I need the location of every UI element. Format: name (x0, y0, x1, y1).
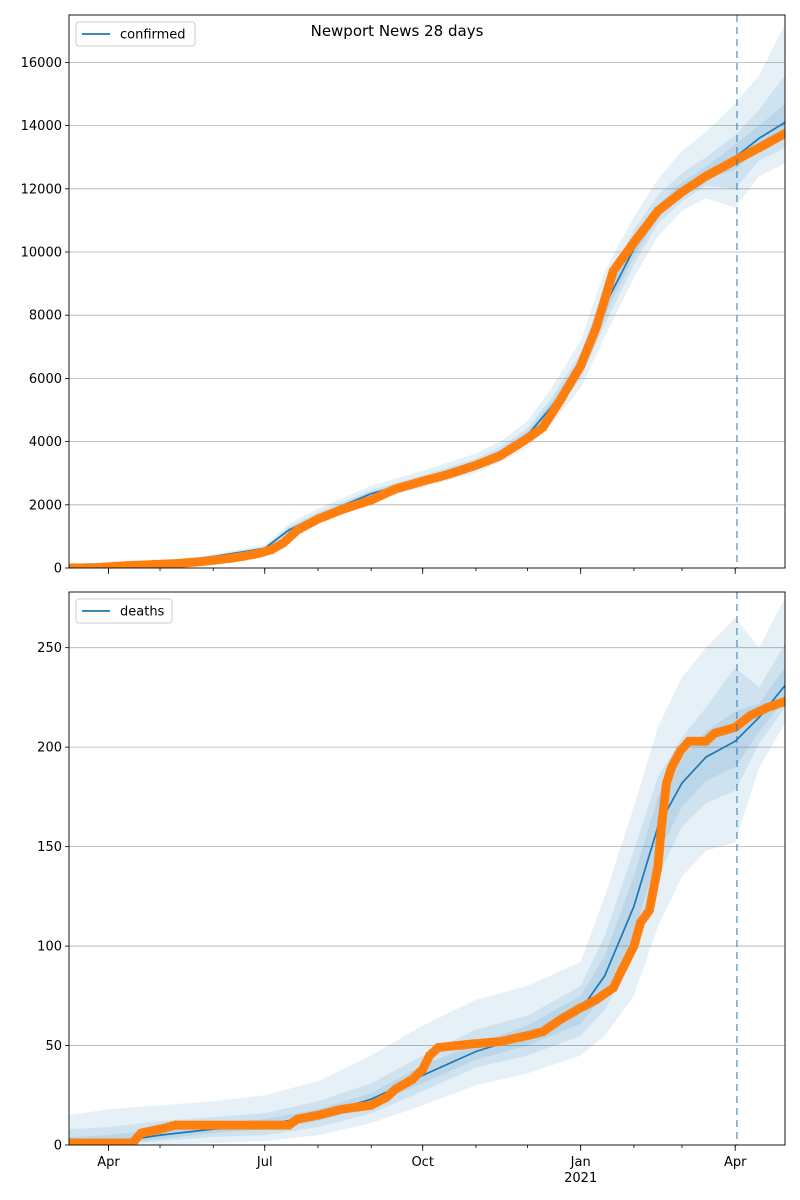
y-tick-label: 2000 (29, 498, 62, 513)
y-tick-label: 0 (54, 562, 62, 577)
legend-box (75, 21, 196, 47)
x-tick-label: Oct (411, 1155, 433, 1170)
y-tick-label: 6000 (29, 372, 62, 387)
x-year-label: 2021 (564, 1171, 597, 1186)
plot-area (69, 598, 785, 1145)
figure-title: Newport News 28 days (311, 22, 484, 40)
y-tick-label: 250 (37, 641, 62, 656)
plot-area (69, 24, 785, 568)
x-tick-label: Apr (97, 1155, 120, 1170)
uncertainty-band-inner (69, 667, 785, 1145)
y-tick-label: 200 (37, 741, 62, 756)
y-tick-label: 50 (45, 1039, 62, 1054)
y-tick-label: 150 (37, 840, 62, 855)
axes-frame (68, 14, 786, 569)
axes-frame (68, 591, 786, 1146)
confirmed-panel: 0 2000 4000 6000 8000 10000 12000 14000 16000 con… (21, 14, 786, 577)
uncertainty-band-middle (69, 75, 785, 568)
legend-label: deaths (120, 605, 165, 620)
uncertainty-band-middle (69, 643, 785, 1145)
observed-point (780, 128, 785, 139)
x-tick-label: Apr (724, 1155, 747, 1170)
y-tick-label: 4000 (29, 435, 62, 450)
y-tick-label: 10000 (21, 246, 62, 261)
y-tick-label: 14000 (21, 119, 62, 134)
uncertainty-band-outer (69, 598, 785, 1145)
x-tick-label: Jan (570, 1155, 591, 1170)
y-tick-label: 12000 (21, 182, 62, 197)
y-tick-label: 8000 (29, 309, 62, 324)
y-tick-label: 0 (54, 1139, 62, 1154)
legend: confirmed (75, 21, 196, 47)
y-tick-label: 100 (37, 940, 62, 955)
x-tick-label: Jul (256, 1155, 273, 1170)
legend-box (75, 598, 173, 624)
uncertainty-band-outer (69, 24, 785, 568)
deaths-panel: 0 50 100 150 200 250 Apr Jul Oct Jan Apr 2021 deaths (37, 591, 786, 1186)
observed-point (780, 696, 785, 706)
legend: deaths (75, 598, 173, 624)
legend-label: confirmed (120, 28, 186, 43)
y-tick-label: 16000 (21, 56, 62, 71)
